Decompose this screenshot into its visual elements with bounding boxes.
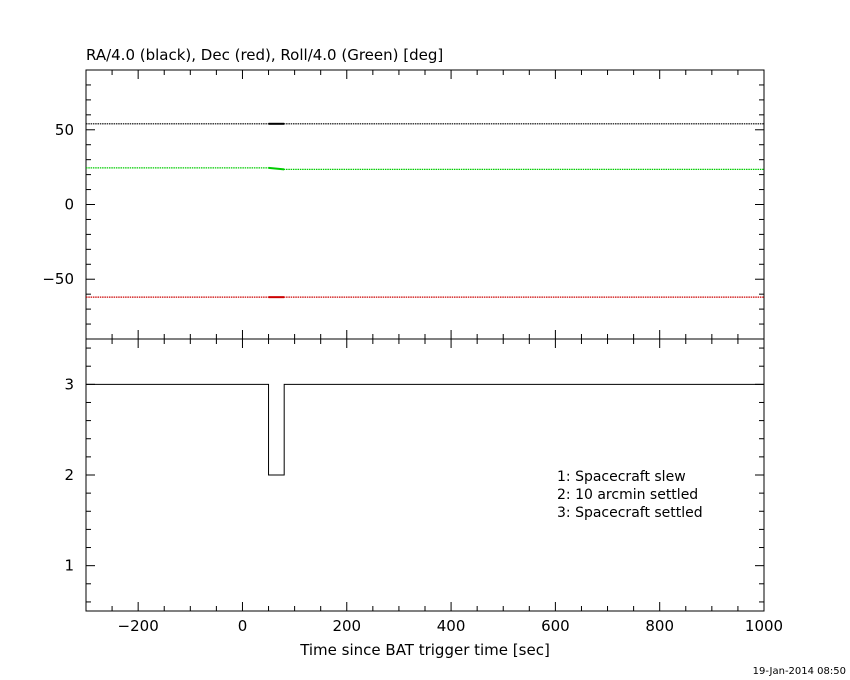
x-tick-label: −200 [118,617,159,635]
chart-title: RA/4.0 (black), Dec (red), Roll/4.0 (Gre… [86,46,443,64]
y-tick-label: 0 [64,196,74,214]
x-tick-label: 0 [238,617,248,635]
top-panel: 50 0 −50 [42,69,765,340]
series-line [86,167,764,170]
bottom-panel: −200 0 200 400 600 800 1000 3 2 1 [64,338,783,635]
x-axis-label: Time since BAT trigger time [sec] [299,641,550,659]
x-tick-label: 200 [332,617,361,635]
series-line [86,383,764,476]
y-tick-label: −50 [42,270,74,288]
x-tick-label: 600 [541,617,570,635]
timestamp: 19-Jan-2014 08:50 [753,666,846,677]
annotation-1: 1: Spacecraft slew [557,469,686,485]
plot-frame [85,69,765,340]
x-tick-label: 800 [645,617,674,635]
annotation-3: 3: Spacecraft settled [557,505,703,521]
x-tick-label: 1000 [745,617,783,635]
y-tick-label: 50 [55,121,74,139]
y-tick-label: 2 [64,466,74,484]
x-tick-label: 400 [437,617,466,635]
y-tick-label: 1 [64,557,74,575]
annotation-2: 2: 10 arcmin settled [557,487,698,503]
y-tick-label: 3 [64,375,74,393]
series-slew-segment [268,166,285,171]
